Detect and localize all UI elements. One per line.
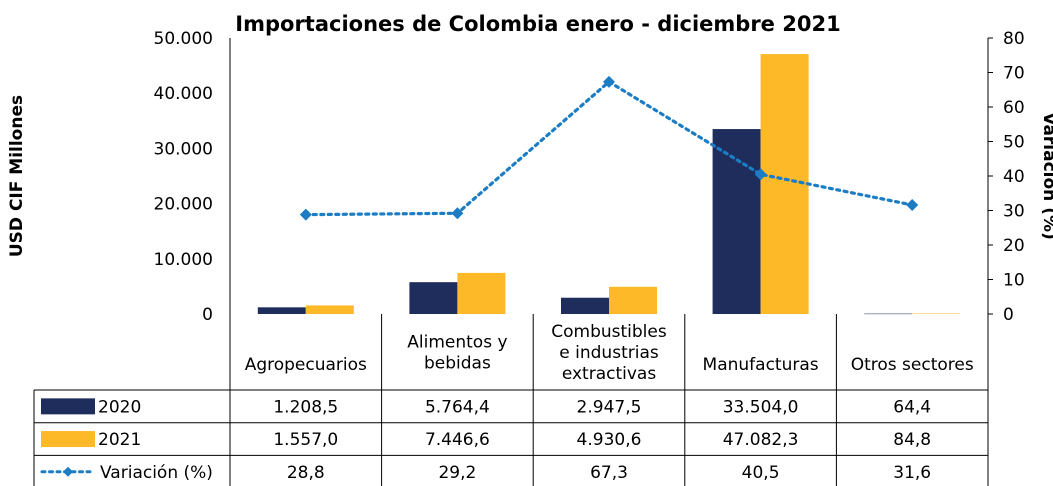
y-tick-label: 30.000: [154, 139, 213, 159]
y2-tick-label: 60: [1003, 98, 1025, 118]
y2-tick-label: 50: [1003, 133, 1025, 153]
table-cell: 64,4: [893, 397, 931, 417]
table-cell: 33.504,0: [723, 397, 799, 417]
variation-marker-1: [451, 207, 464, 220]
y-tick-label: 20.000: [154, 195, 213, 215]
y-tick-label: 40.000: [154, 84, 213, 104]
y2-tick-label: 30: [1003, 202, 1025, 222]
category-label-4: Otros sectores: [851, 355, 974, 375]
category-label-0: Agropecuarios: [245, 355, 367, 375]
variation-marker-4: [906, 198, 919, 211]
category-label-line: Otros sectores: [851, 355, 974, 375]
variation-line: [304, 79, 914, 217]
legend-label: 2020: [98, 397, 141, 417]
table-cell: 47.082,3: [723, 430, 799, 450]
bar-2021-2: [609, 286, 657, 314]
y2-tick-label: 40: [1003, 167, 1025, 187]
y-tick-label: 10.000: [154, 250, 213, 270]
y2-tick-label: 20: [1003, 236, 1025, 256]
bar-2021-1: [457, 272, 506, 314]
table-cell: 67,3: [590, 463, 628, 483]
y2-tick-label: 70: [1003, 64, 1025, 84]
category-label-1: Alimentos y bebidas: [407, 333, 507, 374]
table-cell: 2.947,5: [577, 397, 642, 417]
bar-2021-4: [912, 313, 961, 315]
chart-title: Importaciones de Colombia enero - diciem…: [235, 12, 840, 36]
legend-key-marker: [63, 466, 73, 477]
legend-label: 2021: [98, 430, 141, 450]
table-cell: 4.930,6: [577, 430, 642, 450]
table-cell: 1.208,5: [273, 397, 338, 417]
legend-key-2020: [41, 398, 95, 415]
bar-2020-4: [864, 313, 913, 315]
table-cell: 7.446,6: [425, 430, 490, 450]
category-label-line: bebidas: [424, 354, 491, 374]
category-label-line: e industrias: [559, 343, 659, 363]
table-cell: 29,2: [438, 463, 476, 483]
table-cell: 5.764,4: [425, 397, 490, 417]
table-cell: 28,8: [287, 463, 325, 483]
table-cell: 40,5: [742, 463, 780, 483]
category-label-line: Alimentos y: [407, 333, 507, 353]
y2-tick-label: 10: [1003, 271, 1025, 291]
bar-2021-0: [305, 305, 354, 314]
y2-tick-label: 0: [1003, 305, 1014, 325]
y2-axis-title: Variación (%): [1039, 112, 1053, 240]
y-axis-title: USD CIF Millones: [7, 95, 27, 257]
bar-2021-3: [760, 54, 809, 314]
plot-area: 0 10.000 20.000 30.000 40.000 50.000 0 10 20 30 40…: [154, 29, 1025, 325]
data-table: Agropecuarios Alimentos y bebidas Combustib…: [33, 314, 989, 486]
category-label-line: Manufacturas: [703, 355, 819, 375]
category-label-line: Combustibles: [551, 322, 667, 342]
variation-marker-3: [754, 168, 767, 181]
category-label-line: Agropecuarios: [245, 355, 367, 375]
table-cell: 31,6: [893, 463, 931, 483]
variation-marker-2: [603, 75, 615, 88]
table-cell: 1.557,0: [273, 430, 338, 450]
category-label-3: Manufacturas: [703, 355, 819, 375]
legend-label: Variación (%): [100, 463, 213, 483]
y2-tick-label: 80: [1003, 29, 1025, 49]
bar-2020-1: [409, 282, 458, 314]
legend-key-2021: [41, 431, 95, 448]
y-tick-label: 0: [202, 305, 213, 325]
bar-2020-0: [257, 307, 306, 314]
bar-2020-3: [712, 129, 761, 314]
table-cell: 84,8: [893, 430, 931, 450]
bar-2020-2: [561, 297, 609, 314]
variation-marker-0: [299, 208, 312, 221]
category-label-line: extractivas: [562, 364, 657, 384]
y-tick-label: 50.000: [154, 29, 213, 49]
category-label-2: Combustibles e industrias extractivas: [551, 322, 667, 384]
